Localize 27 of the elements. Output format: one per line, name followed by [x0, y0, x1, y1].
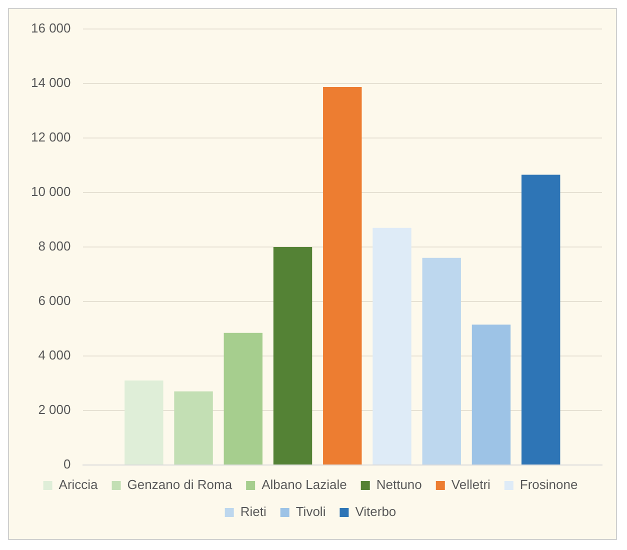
y-tick-label: 10 000 [30, 184, 71, 200]
legend-label: Ariccia [58, 477, 99, 492]
y-tick-label: 14 000 [30, 75, 71, 90]
bar [372, 228, 412, 464]
bar [273, 247, 312, 464]
legend-label: Velletri [451, 477, 491, 492]
legend-label: Genzano di Roma [127, 477, 233, 492]
legend-label: Nettuno [376, 477, 422, 492]
bar [124, 380, 164, 464]
y-tick-label: 16 000 [30, 20, 71, 36]
legend-label: Tivoli [296, 504, 326, 520]
legend-label: Albano Laziale [262, 477, 347, 492]
y-tick-label: 12 000 [30, 130, 71, 145]
legend-label: Rieti [240, 504, 266, 520]
bar [224, 332, 262, 464]
bar [174, 391, 213, 464]
legend-label: Frosinone [520, 477, 578, 492]
legend-label: Viterbo [355, 504, 396, 520]
bar [472, 324, 511, 464]
y-tick-label: 2 000 [38, 402, 71, 418]
bar [323, 87, 362, 464]
bar [422, 258, 461, 464]
y-tick-label: 0 [64, 456, 71, 472]
bar [521, 174, 560, 464]
y-tick-label: 8 000 [38, 238, 71, 254]
y-tick-label: 6 000 [38, 293, 71, 308]
y-tick-label: 4 000 [38, 348, 71, 363]
